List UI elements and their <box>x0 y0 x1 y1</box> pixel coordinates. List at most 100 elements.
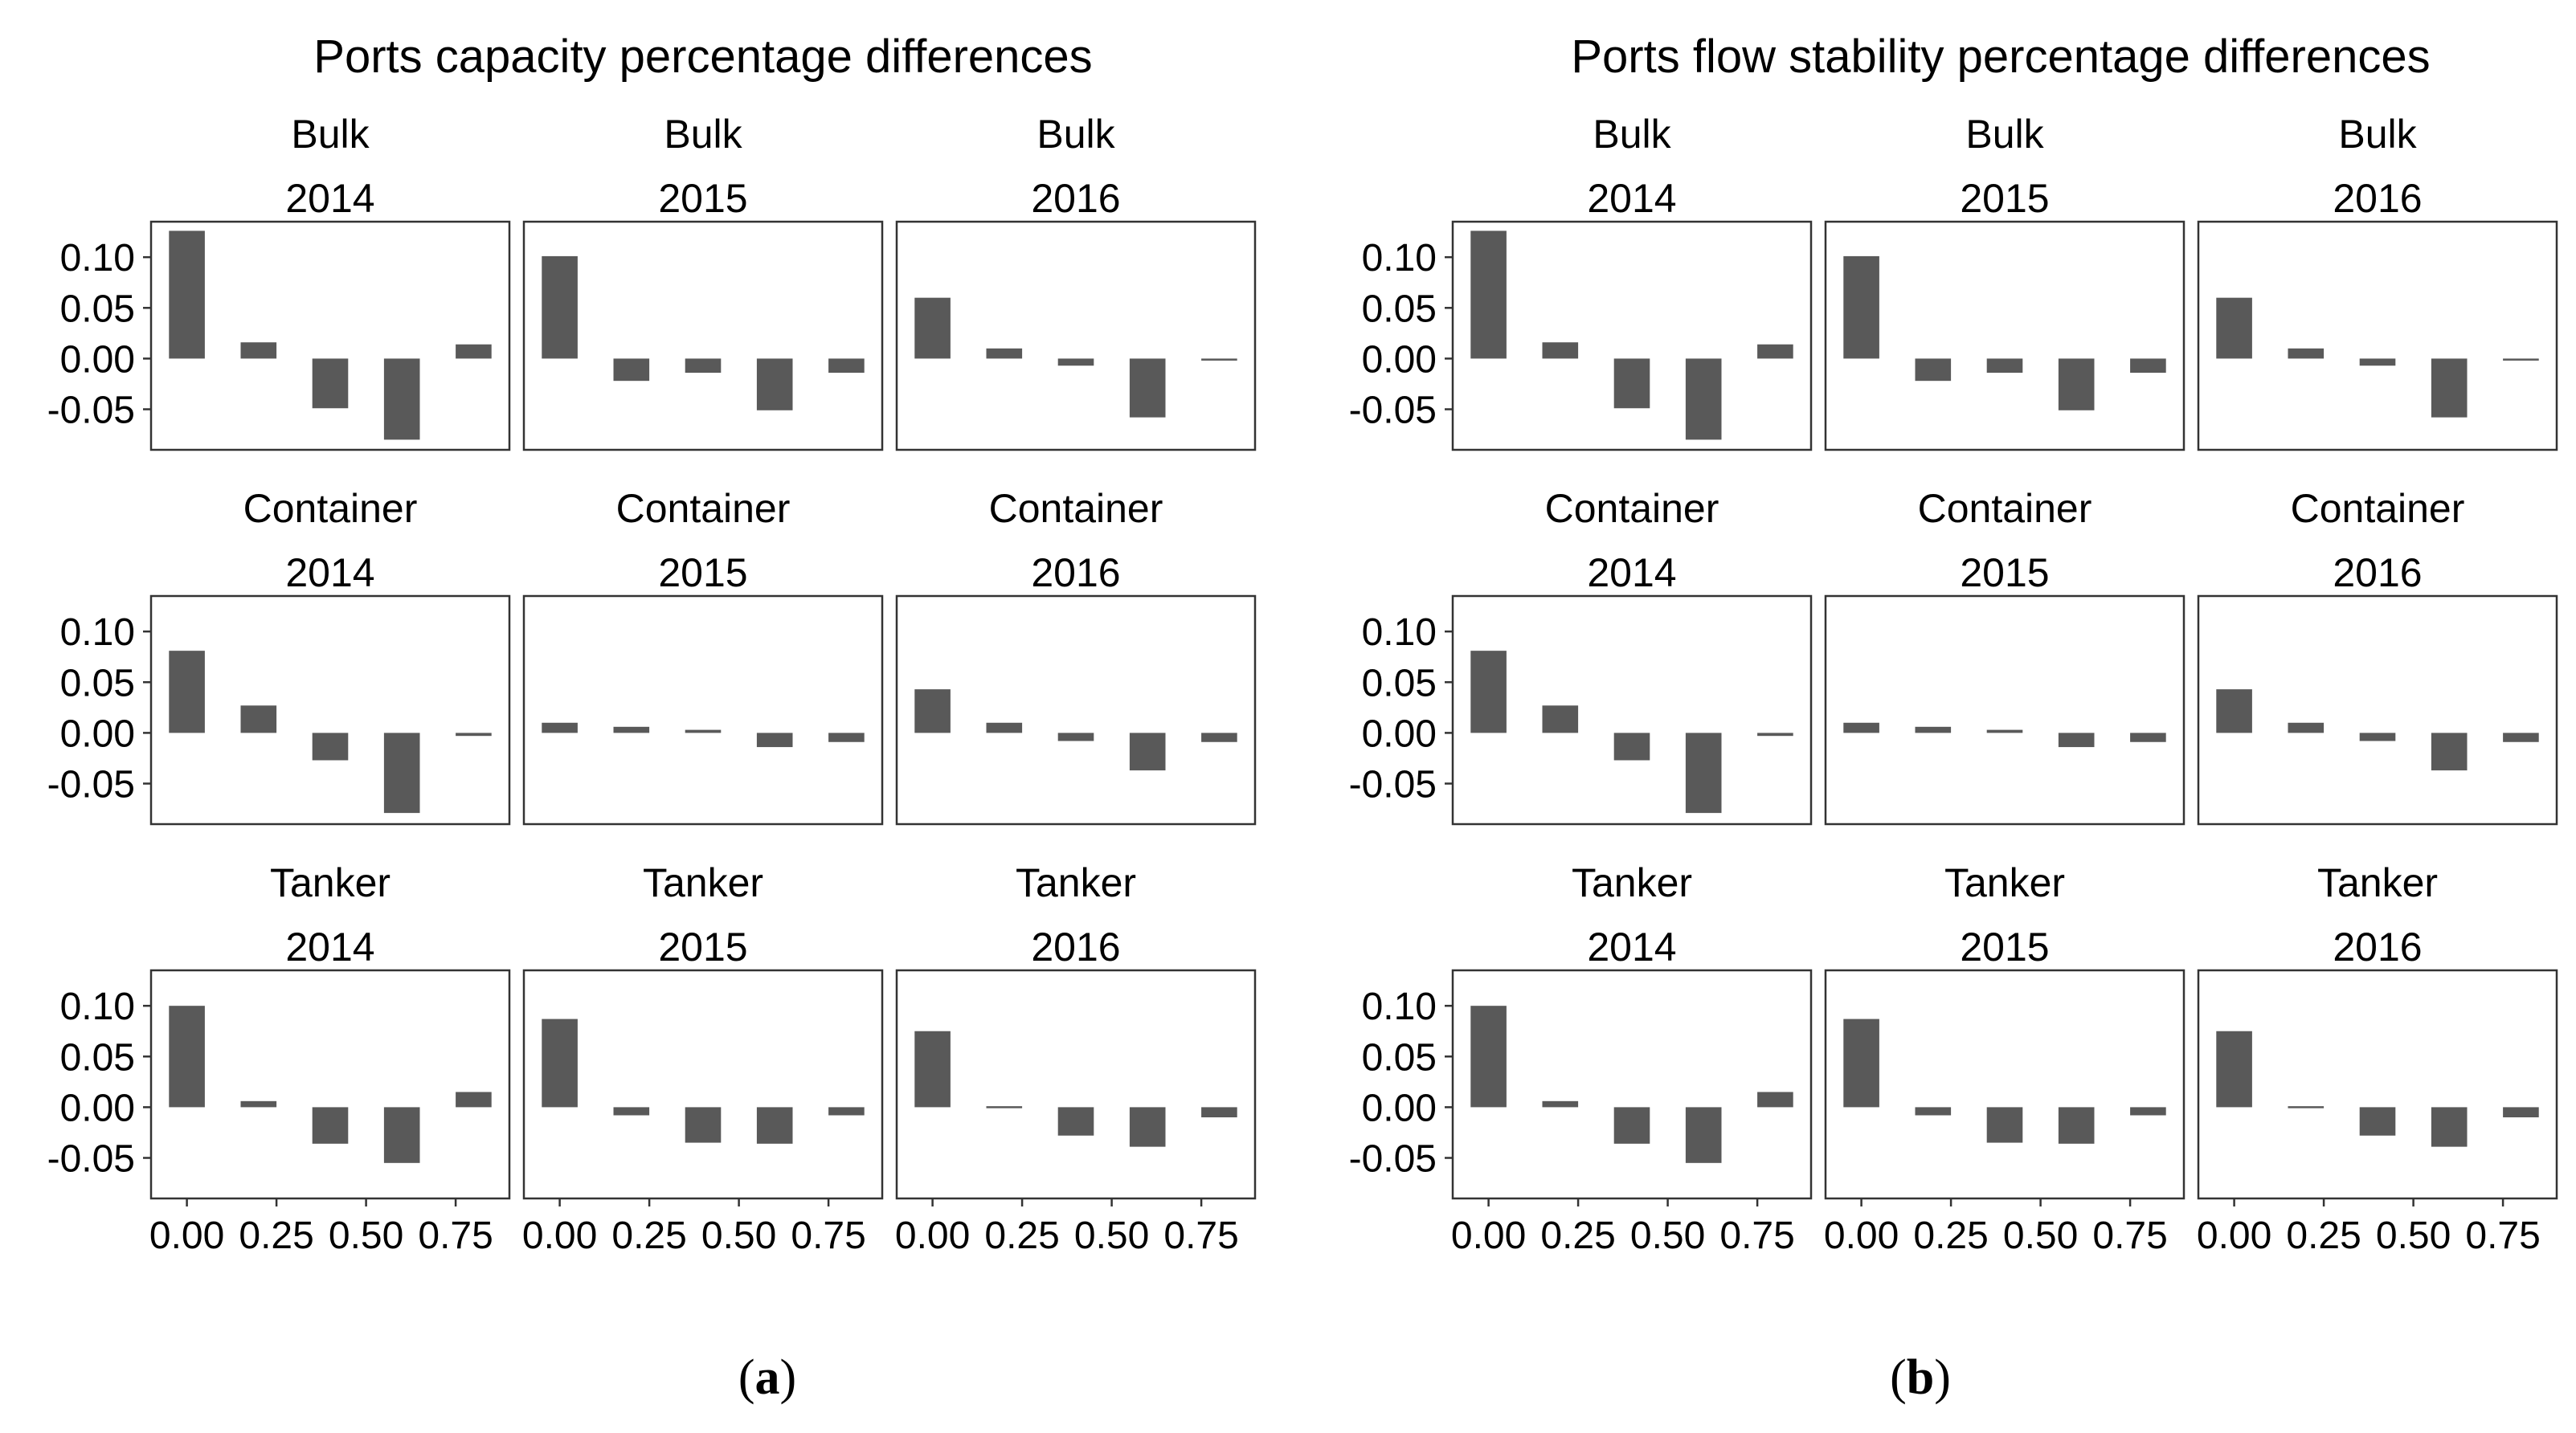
bar <box>2288 722 2325 733</box>
facet-panel: Tanker 2015 0.00 0.25 0.50 0.75 <box>1824 860 2186 1257</box>
x-tick-label: 0.00 <box>1451 1215 1526 1257</box>
bar <box>2058 358 2095 410</box>
x-tick-label: 0.75 <box>418 1215 493 1257</box>
subfigure-caption: (a) <box>738 1350 796 1405</box>
bar <box>1057 733 1094 741</box>
bar <box>1470 651 1507 733</box>
panel-border <box>2197 594 2558 826</box>
bar <box>169 231 205 359</box>
y-tick-label: -0.05 <box>1349 1138 1437 1181</box>
bar <box>456 1092 492 1108</box>
bar <box>2058 733 2095 748</box>
bar <box>2503 733 2539 742</box>
panel-border <box>149 220 511 451</box>
bar <box>542 255 578 359</box>
facet-panel: Container 2014 0.10 0.05 0.00 -0.05 <box>47 486 511 826</box>
bar <box>1685 1107 1722 1163</box>
bar <box>2216 689 2252 733</box>
facet-strip-type: Tanker <box>1016 860 1136 905</box>
y-tick-label: 0.10 <box>1362 611 1437 654</box>
panel-border <box>1824 594 2186 826</box>
bar <box>1201 1107 1237 1118</box>
bar <box>1542 705 1579 733</box>
facet-strip-type: Bulk <box>2338 112 2417 157</box>
bar <box>2359 733 2396 741</box>
bar <box>2130 1107 2166 1116</box>
bar <box>542 1019 578 1108</box>
bar <box>1843 255 1879 359</box>
y-tick-label: 0.00 <box>60 1087 135 1129</box>
x-tick-label: 0.50 <box>1074 1215 1149 1257</box>
facet-panel: Tanker 2014 0.10 0.05 0.00 -0.05 0.00 0.25 0.50 0… <box>1349 860 1813 1257</box>
bar <box>914 689 951 733</box>
bar <box>914 297 951 359</box>
bar <box>312 358 349 409</box>
bar <box>1129 358 1166 418</box>
facet-strip-year: 2015 <box>1960 550 2049 595</box>
facet-strip-type: Container <box>1545 486 1719 531</box>
facet-strip-year: 2016 <box>1031 176 1120 221</box>
y-tick-label: 0.00 <box>60 338 135 381</box>
bar <box>914 1031 951 1108</box>
facet-strip-year: 2015 <box>658 550 747 595</box>
bar <box>1129 733 1166 771</box>
bar <box>240 1100 277 1108</box>
facet-strip-type: Bulk <box>664 112 742 157</box>
chart-title: Ports capacity percentage differences <box>313 31 1092 83</box>
chart-a-capacity: Ports capacity percentage differences Bul… <box>47 31 1257 1405</box>
bar <box>756 358 793 410</box>
bar <box>613 726 650 733</box>
y-tick-label: 0.00 <box>60 712 135 755</box>
facet-strip-type: Container <box>989 486 1163 531</box>
bar <box>1843 722 1879 733</box>
x-tick-label: 0.00 <box>2197 1215 2271 1257</box>
bar <box>1613 1107 1650 1144</box>
x-tick-label: 0.25 <box>984 1215 1059 1257</box>
panel-border <box>522 594 884 826</box>
panel-border <box>149 594 511 826</box>
bar <box>383 1107 420 1163</box>
panel-border <box>2197 969 2558 1200</box>
x-tick-label: 0.00 <box>149 1215 224 1257</box>
bar <box>2288 1106 2325 1108</box>
panel-border <box>1451 594 1813 826</box>
bar <box>685 358 722 374</box>
y-tick-label: -0.05 <box>1349 764 1437 806</box>
bar <box>828 358 865 374</box>
panel-border <box>522 220 884 451</box>
bar <box>2216 297 2252 359</box>
bar <box>1915 726 1952 733</box>
panel-border <box>1824 969 2186 1200</box>
panel-border <box>2197 220 2558 451</box>
x-tick-label: 0.25 <box>1540 1215 1615 1257</box>
facet-strip-type: Container <box>1918 486 2092 531</box>
facet-strip-year: 2014 <box>1587 176 1676 221</box>
facet-panel: Bulk 2014 0.10 0.05 0.00 -0.05 <box>1349 112 1813 451</box>
facet-strip-year: 2014 <box>1587 550 1676 595</box>
bar <box>2216 1031 2252 1108</box>
bar <box>1757 733 1793 737</box>
facet-panel: Bulk 2016 <box>895 112 1257 451</box>
panel-border <box>149 969 511 1200</box>
panel-border <box>895 969 1257 1200</box>
facet-strip-type: Bulk <box>1037 112 1115 157</box>
facet-strip-type: Tanker <box>643 860 763 905</box>
bar <box>1613 733 1650 761</box>
facet-strip-year: 2016 <box>2333 925 2422 970</box>
bar <box>2503 358 2539 361</box>
y-tick-label: 0.05 <box>60 288 135 330</box>
panel-border <box>895 220 1257 451</box>
facet-strip-type: Tanker <box>270 860 390 905</box>
bar <box>613 358 650 382</box>
y-tick-label: 0.05 <box>1362 288 1437 330</box>
bar <box>169 1006 205 1108</box>
x-tick-label: 0.75 <box>791 1215 865 1257</box>
bar <box>828 1107 865 1116</box>
facet-panel: Container 2015 <box>1824 486 2186 826</box>
x-tick-label: 0.50 <box>2003 1215 2078 1257</box>
x-tick-label: 0.00 <box>1824 1215 1899 1257</box>
x-tick-label: 0.50 <box>1630 1215 1705 1257</box>
bar <box>613 1107 650 1116</box>
bar <box>986 1106 1023 1108</box>
